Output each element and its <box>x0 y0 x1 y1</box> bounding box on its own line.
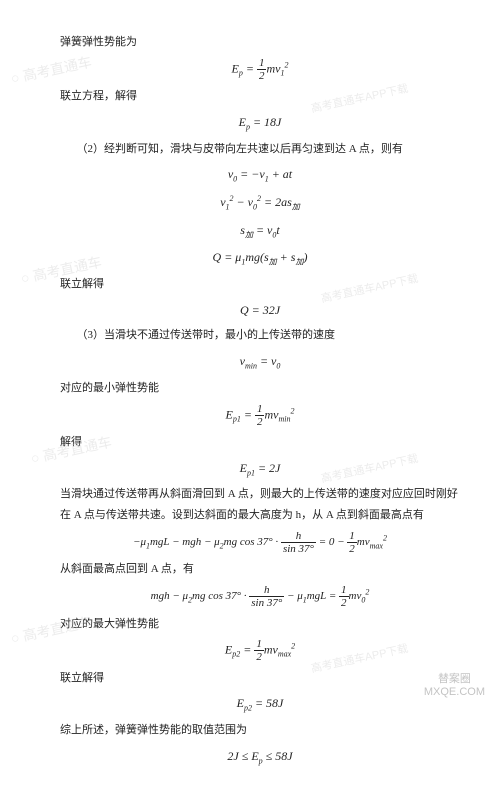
formula: Ep = 18J <box>60 111 460 135</box>
text-line: （2）经判断可知，滑块与皮带向左共速以后再匀速到达 A 点，则有 <box>60 139 460 160</box>
text-line: 对应的最大弹性势能 <box>60 614 460 635</box>
formula: Q = μ1mg(s加 + s加) <box>60 246 460 270</box>
formula: Ep1 = 2J <box>60 457 460 481</box>
formula: mgh − μ2mg cos 37° · hsin 37° − μ1mgL = … <box>60 584 460 609</box>
formula: Ep = 12mv12 <box>60 57 460 82</box>
text-line: 联立方程，解得 <box>60 86 460 107</box>
text-line: 解得 <box>60 432 460 453</box>
formula: Ep2 = 12mvmax2 <box>60 638 460 663</box>
text-line: 当滑块通过传送带再从斜面滑回到 A 点，则最大的上传送带的速度对应应回时刚好在 … <box>60 484 460 526</box>
formula: Q = 32J <box>60 299 460 322</box>
footer-watermark: 替案圈 MXQE.COM <box>424 673 485 699</box>
formula: 2J ≤ Ep ≤ 58J <box>60 745 460 769</box>
text-line: （3）当滑块不通过传送带时，最小的上传送带的速度 <box>60 325 460 346</box>
text-line: 对应的最小弹性势能 <box>60 378 460 399</box>
formula: Ep2 = 58J <box>60 692 460 716</box>
text-line: 从斜面最高点回到 A 点，有 <box>60 559 460 580</box>
formula: s加 = v0t <box>60 219 460 243</box>
text-line: 弹簧弹性势能为 <box>60 32 460 53</box>
formula: vmin = v0 <box>60 350 460 374</box>
text-line: 综上所述，弹簧弹性势能的取值范围为 <box>60 720 460 741</box>
formula: Ep1 = 12mvmin2 <box>60 403 460 428</box>
formula: v12 − v02 = 2as加 <box>60 191 460 215</box>
formula: −μ1mgL − mgh − μ2mg cos 37° · hsin 37° =… <box>60 530 460 555</box>
formula: v0 = −v1 + at <box>60 163 460 187</box>
text-line: 联立解得 <box>60 668 460 689</box>
text-line: 联立解得 <box>60 274 460 295</box>
